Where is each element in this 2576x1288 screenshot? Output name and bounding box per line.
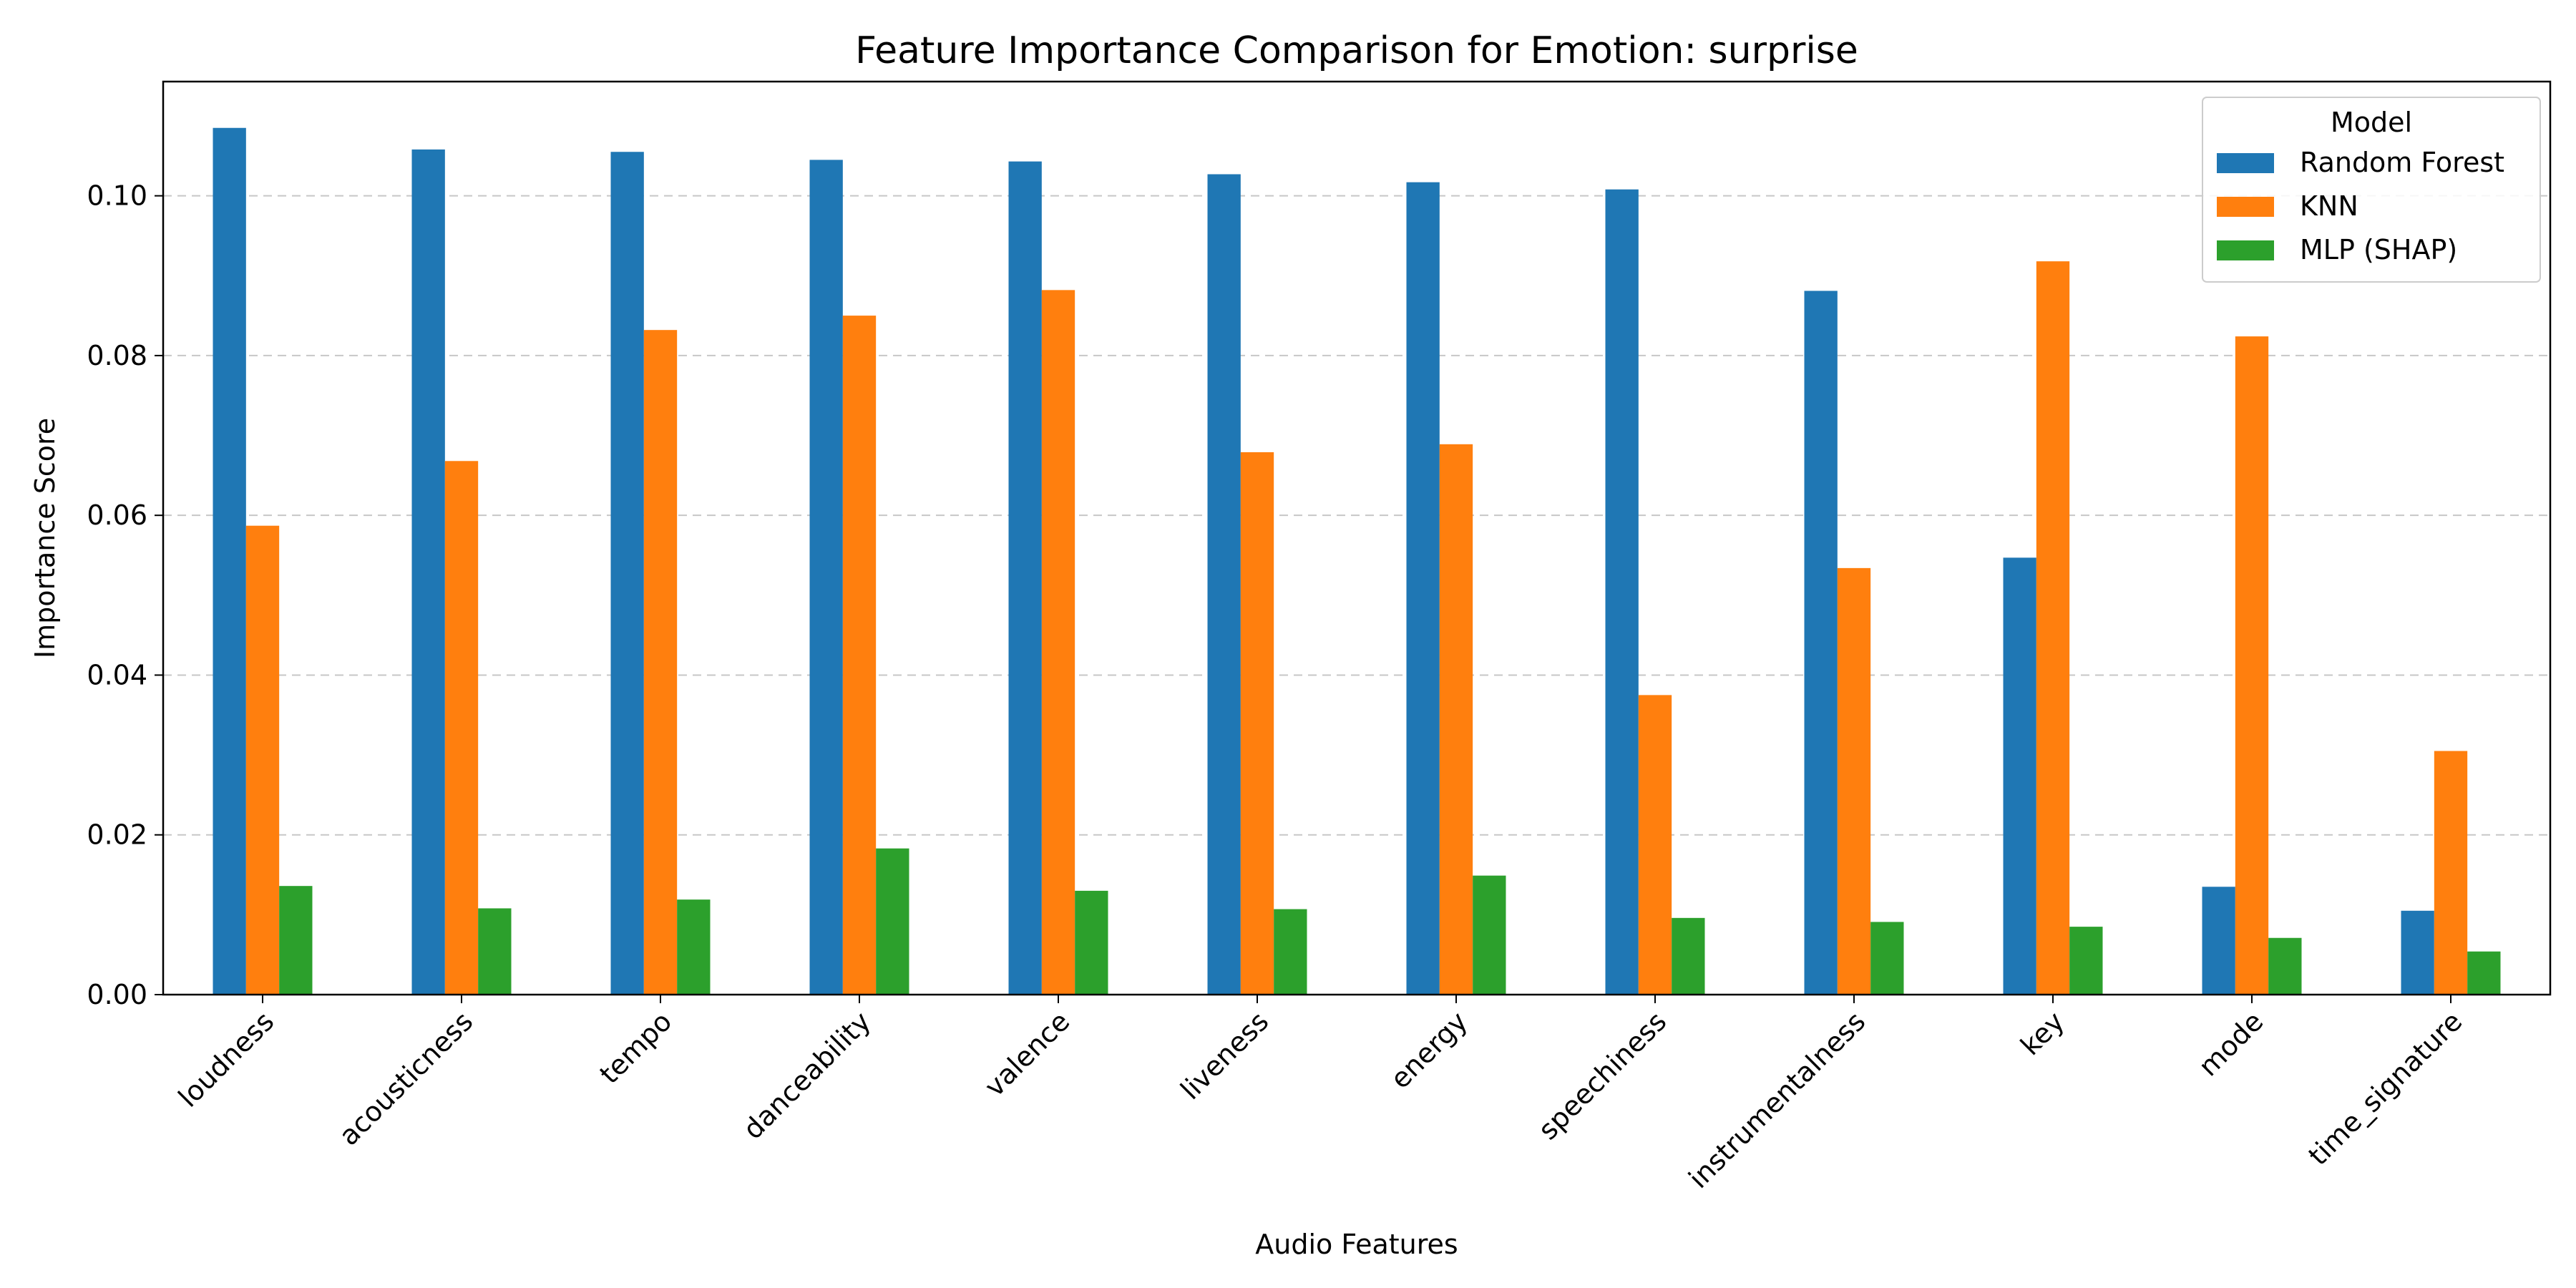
- legend-box: [2202, 97, 2541, 283]
- bar: [842, 316, 877, 995]
- y-ticks: 0.00 0.02 0.04 0.06 0.08 0.10: [87, 180, 163, 1010]
- bar: [478, 908, 512, 995]
- y-axis-label: Importance Score: [29, 418, 61, 658]
- bar: [444, 461, 479, 995]
- bar: [2434, 751, 2468, 995]
- bar: [245, 525, 280, 995]
- axes: [162, 80, 2552, 996]
- bar: [1406, 182, 1440, 995]
- legend-entry: MLP (SHAP): [2300, 234, 2457, 265]
- y-tick-label: 0.06: [87, 499, 147, 531]
- bar: [643, 330, 678, 995]
- bar: [2036, 261, 2070, 995]
- bar: [411, 149, 445, 995]
- bar: [1672, 917, 1705, 995]
- y-tick-label: 0.08: [87, 340, 147, 371]
- bar: [610, 152, 644, 995]
- legend-swatch: [2217, 153, 2274, 173]
- bar: [2467, 951, 2501, 995]
- bar: [1473, 875, 1506, 995]
- chart-title: Feature Importance Comparison for Emotio…: [855, 29, 1858, 72]
- bar: [1075, 890, 1108, 995]
- legend-swatch: [2217, 240, 2274, 260]
- bar: [1605, 189, 1639, 995]
- bar: [677, 899, 711, 995]
- bar: [1439, 444, 1473, 995]
- bar: [1240, 452, 1274, 995]
- bar: [2202, 887, 2235, 995]
- bar: [2235, 336, 2269, 995]
- legend-entry: Random Forest: [2300, 147, 2504, 178]
- legend-title: Model: [2331, 107, 2412, 138]
- bar: [1804, 291, 1838, 995]
- y-tick-label: 0.10: [87, 180, 147, 212]
- bar: [1638, 695, 1672, 995]
- legend-swatch: [2217, 197, 2274, 217]
- grid-lines: [163, 195, 2550, 836]
- bar: [2003, 557, 2036, 995]
- legend-entry: KNN: [2300, 190, 2358, 222]
- bars: [213, 127, 2501, 995]
- plot-frame: [162, 80, 2552, 996]
- bar: [1207, 174, 1241, 995]
- bar: [1274, 909, 1307, 995]
- bar: [1008, 161, 1042, 995]
- bar: [1870, 922, 1904, 995]
- bar: [1041, 290, 1075, 995]
- bar: [2401, 910, 2434, 995]
- bar: [279, 886, 313, 995]
- y-tick-label: 0.04: [87, 659, 147, 691]
- bar: [2268, 937, 2302, 995]
- bar: [809, 160, 843, 995]
- y-tick-label: 0.02: [87, 819, 147, 851]
- y-tick-label: 0.00: [87, 979, 147, 1010]
- bar: [2069, 927, 2103, 995]
- legend: Model Random Forest KNN MLP (SHAP): [2202, 97, 2541, 283]
- bar: [1837, 567, 1871, 995]
- bar: [213, 127, 246, 995]
- x-axis-label: Audio Features: [1255, 1229, 1458, 1260]
- bar: [876, 848, 909, 995]
